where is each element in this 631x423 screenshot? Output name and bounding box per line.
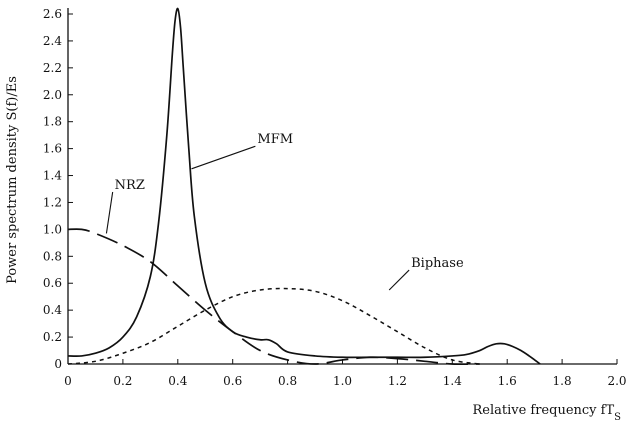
x-tick-label: 0.6	[223, 374, 242, 388]
leader-line-mfm	[191, 145, 256, 170]
x-tick-label: 1.0	[333, 374, 352, 388]
series-label-mfm: MFM	[257, 132, 293, 147]
y-tick-label: 1.4	[43, 169, 62, 183]
series-label-biphase: Biphase	[411, 256, 464, 271]
x-tick-label: 1.4	[443, 374, 462, 388]
x-tick-label: 0.8	[278, 374, 297, 388]
y-tick-label: 0.8	[43, 249, 62, 263]
y-tick-label: 2.2	[43, 61, 62, 75]
y-tick-label: 2.0	[43, 88, 62, 102]
x-axis-title-subscript: S	[614, 412, 621, 423]
x-tick-label: 1.6	[498, 374, 517, 388]
y-tick-label: 2.6	[43, 7, 62, 21]
y-axis-title: Power spectrum density S(f)/Es	[5, 76, 20, 284]
series-line-mfm	[67, 7, 541, 365]
y-tick-label: 1.2	[43, 195, 62, 209]
series-line-nrz	[67, 228, 480, 366]
y-tick-label: 1.0	[43, 222, 62, 236]
leader-line-nrz	[105, 191, 114, 234]
y-tick-label: 2.4	[43, 34, 62, 48]
y-tick-label: 0.6	[43, 276, 62, 290]
x-tick-label: 1.2	[388, 374, 407, 388]
annotation-layer: MFM NRZ Biphase	[105, 132, 464, 291]
y-tick-label: 0.4	[43, 303, 62, 317]
series-label-nrz: NRZ	[115, 178, 145, 193]
y-axis-ticks: 0 0.2 0.4 0.6 0.8 1.0 1.2 1.4 1.6 1.8 2.0 2.2 2.4 2.6	[43, 7, 73, 371]
series-line-biphase	[67, 287, 480, 365]
leader-line-biphase	[388, 269, 410, 291]
x-tick-label: 0.4	[168, 374, 187, 388]
x-axis-title: Relative frequency fTS	[472, 403, 621, 423]
y-tick-label: 1.6	[43, 142, 62, 156]
axes	[67, 8, 617, 365]
y-tick-label: 0.2	[43, 330, 62, 344]
x-axis-ticks: 0 0.2 0.4 0.6 0.8 1.0 1.2 1.4 1.6 1.8 2.0	[64, 359, 627, 388]
x-tick-label: 0.2	[113, 374, 132, 388]
y-tick-label: 0	[54, 357, 62, 371]
y-tick-label: 1.8	[43, 115, 62, 129]
x-tick-label: 2.0	[607, 374, 626, 388]
series-layer	[67, 7, 541, 366]
x-tick-label: 1.8	[553, 374, 572, 388]
x-tick-label: 0	[64, 374, 72, 388]
